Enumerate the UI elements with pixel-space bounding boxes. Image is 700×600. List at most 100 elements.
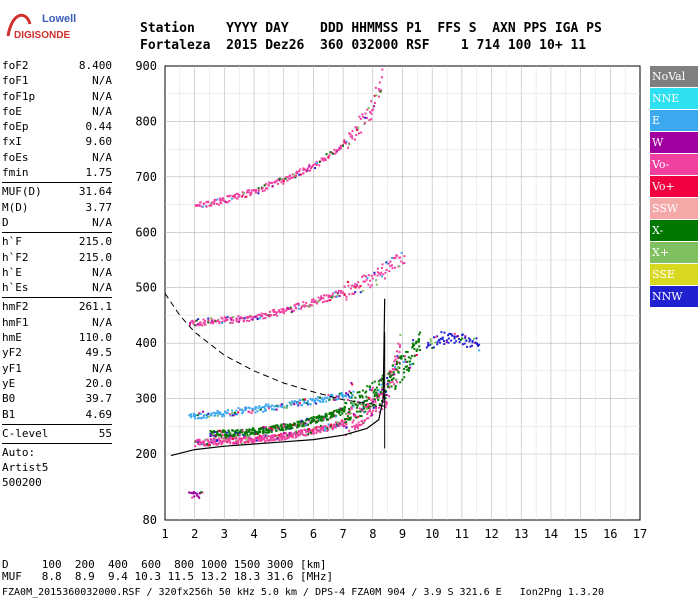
echo-point: [336, 150, 339, 153]
echo-point: [400, 355, 403, 358]
echo-point: [256, 410, 259, 413]
param-name: B1: [2, 407, 16, 421]
echo-point: [347, 284, 350, 287]
echo-point: [352, 390, 355, 393]
echo-point: [388, 371, 391, 374]
echo-point: [267, 403, 270, 406]
echo-point: [268, 315, 271, 318]
echo-point: [407, 368, 410, 371]
echo-point: [223, 430, 226, 433]
echo-point: [463, 342, 466, 345]
echo-point: [346, 398, 349, 401]
echo-point: [231, 321, 234, 324]
echo-point: [412, 362, 415, 365]
echo-point: [229, 436, 232, 439]
echo-point: [198, 441, 201, 444]
x-tick-label: 12: [484, 527, 498, 541]
echo-point: [216, 412, 219, 415]
echo-point: [273, 308, 276, 311]
echo-point: [355, 403, 358, 406]
echo-point: [247, 406, 250, 409]
echo-point: [276, 178, 279, 181]
echo-point: [370, 118, 373, 121]
param-row: h`F2 215.0: [2, 250, 112, 265]
legend-item-e: E: [650, 110, 698, 131]
echo-point: [349, 396, 352, 399]
echo-point: [238, 195, 241, 198]
echo-point: [310, 419, 313, 422]
echo-point: [314, 163, 317, 166]
echo-point: [332, 413, 335, 416]
echo-point: [302, 420, 305, 423]
x-tick-label: 2: [191, 527, 198, 541]
echo-point: [340, 391, 343, 394]
echo-point: [264, 431, 267, 434]
echo-point: [289, 427, 292, 430]
echo-point: [214, 412, 217, 415]
echo-point: [311, 298, 314, 301]
echo-point: [210, 317, 213, 320]
echo-point: [333, 148, 336, 151]
echo-point: [297, 303, 300, 306]
echo-point: [196, 492, 199, 495]
echo-point: [310, 165, 313, 168]
echo-point: [326, 429, 329, 432]
echo-point: [210, 204, 213, 207]
echo-point: [402, 360, 405, 363]
echo-point: [304, 398, 307, 401]
echo-point: [432, 346, 435, 349]
echo-point: [375, 410, 378, 413]
echo-point: [384, 390, 387, 393]
echo-point: [388, 379, 391, 382]
echo-point: [373, 273, 376, 276]
echo-point: [292, 401, 295, 404]
echo-point: [315, 160, 318, 163]
echo-point: [363, 420, 366, 423]
echo-point: [258, 405, 261, 408]
echo-point: [380, 383, 383, 386]
param-value: 4.69: [85, 407, 113, 421]
echo-point: [411, 346, 414, 349]
echo-point: [359, 403, 362, 406]
echo-point: [337, 397, 340, 400]
echo-point: [345, 418, 348, 421]
echo-point: [334, 295, 337, 298]
echo-point: [356, 128, 359, 131]
echo-point: [461, 343, 464, 346]
echo-point: [196, 323, 199, 326]
echo-point: [271, 428, 274, 431]
echo-point: [411, 342, 414, 345]
echo-point: [302, 398, 305, 401]
echo-point: [375, 283, 378, 286]
echo-point: [358, 391, 361, 394]
echo-point: [391, 267, 394, 270]
echo-point: [250, 440, 253, 443]
echo-point: [359, 396, 362, 399]
echo-point: [330, 414, 333, 417]
echo-point: [391, 378, 394, 381]
echo-point: [365, 390, 368, 393]
echo-point: [196, 438, 199, 441]
legend-item-nne: NNE: [650, 88, 698, 109]
echo-point: [323, 425, 326, 428]
echo-point: [319, 415, 322, 418]
echo-point: [268, 310, 271, 313]
echo-point: [291, 176, 294, 179]
echo-point: [415, 340, 418, 343]
echo-point: [357, 424, 360, 427]
echo-point: [248, 428, 251, 431]
echo-point: [312, 163, 315, 166]
echo-point: [311, 164, 314, 167]
echo-point: [403, 355, 406, 358]
echo-point: [336, 421, 339, 424]
echo-point: [242, 409, 245, 412]
echo-point: [283, 423, 286, 426]
echo-point: [275, 429, 278, 432]
echo-point: [189, 321, 192, 324]
echo-point: [367, 283, 370, 286]
echo-point: [455, 335, 458, 338]
echo-point: [352, 414, 355, 417]
echo-point: [332, 295, 335, 298]
echo-point: [360, 415, 363, 418]
echo-point: [417, 340, 420, 343]
